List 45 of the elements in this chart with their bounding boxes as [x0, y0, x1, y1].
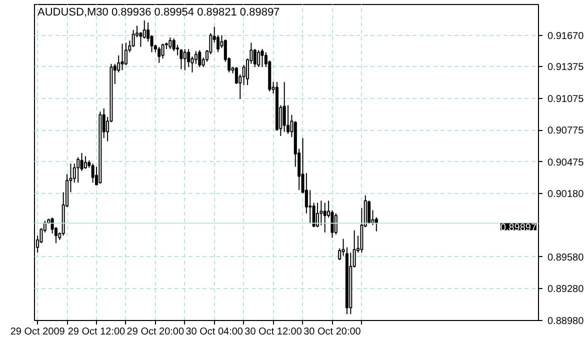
candlestick	[168, 36, 172, 50]
candlestick	[161, 43, 164, 60]
candlestick	[84, 156, 87, 170]
chart-title: AUDUSD,M30 0.89936 0.89954 0.89821 0.89897	[38, 6, 280, 18]
candlestick	[76, 156, 80, 184]
candlestick	[80, 152, 84, 172]
candlestick	[146, 22, 150, 42]
candlestick	[282, 81, 286, 132]
x-tick-label: 30 Oct 04:00	[186, 326, 244, 338]
y-tick-label: 0.88980	[548, 316, 584, 327]
x-tick-label: 29 Oct 2009	[10, 326, 66, 338]
y-tick-label: 0.91670	[548, 30, 584, 42]
candlestick	[142, 20, 146, 39]
candlestick	[257, 50, 260, 68]
candlestick	[132, 29, 135, 48]
candlestick	[323, 202, 326, 233]
candlestick	[172, 38, 176, 52]
x-tick-label: 30 Oct 12:00	[244, 326, 302, 338]
candlestick	[316, 202, 320, 228]
x-tick-label: 29 Oct 12:00	[68, 326, 126, 338]
x-tick-label: 30 Oct 20:00	[304, 326, 362, 338]
candlestick	[198, 50, 202, 68]
candlestick	[158, 46, 161, 64]
x-tick-label: 29 Oct 20:00	[126, 326, 185, 338]
candlestick	[253, 48, 256, 68]
y-tick-label: 0.91375	[548, 62, 584, 74]
candlestick	[334, 212, 338, 236]
candlestick	[338, 248, 342, 261]
candlestick	[187, 48, 190, 68]
candlestick	[260, 48, 264, 68]
ref-line-label: 0.89897	[500, 222, 537, 234]
y-tick-label: 0.90475	[548, 157, 584, 168]
candlestick	[183, 48, 186, 71]
candlestick	[91, 163, 94, 184]
candlestick	[320, 200, 323, 226]
candlestick	[368, 200, 371, 225]
y-tick-label: 0.90775	[548, 126, 584, 137]
y-tick-label: 0.91075	[548, 94, 584, 105]
y-tick-label: 0.89280	[548, 284, 584, 296]
candlestick	[180, 48, 183, 70]
candlestick	[120, 43, 124, 71]
y-tick-label: 0.89580	[548, 252, 584, 264]
candlestick	[312, 202, 316, 228]
y-tick-label: 0.90180	[548, 188, 584, 200]
candlestick	[308, 190, 312, 224]
